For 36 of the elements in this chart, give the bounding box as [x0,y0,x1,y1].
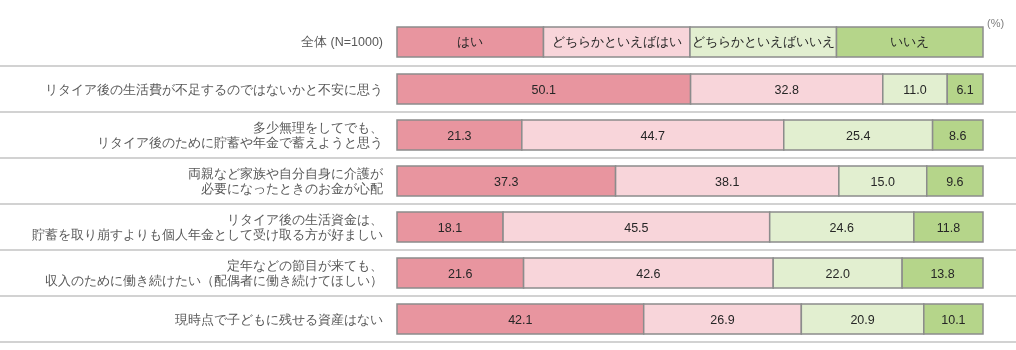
y-tick-label: 現時点で子どもに残せる資産はない [175,311,383,327]
data-label: 21.3 [447,128,472,143]
data-label: 38.1 [715,174,740,189]
data-label: 10.1 [941,312,966,327]
legend-title: 全体 (N=1000) [301,35,383,49]
data-label: 11.0 [903,82,927,97]
text: どちらかといえばいいえ [691,35,835,49]
data-label: 37.3 [494,174,519,189]
data-label: 8.6 [949,128,967,143]
data-label: 32.8 [774,82,799,97]
y-tick-label: リタイア後の生活費が不足するのではないかと不安に思う [45,81,383,97]
data-label: 42.6 [636,266,661,281]
text: (%) [987,17,1005,29]
data-label: 50.1 [531,82,556,97]
data-label: 45.5 [624,220,649,235]
series-label: はい [457,35,484,49]
text: どちらかといえばはい [551,35,682,49]
data-label: 13.8 [930,266,955,281]
data-label: 25.4 [846,128,871,143]
data-label: 26.9 [710,312,735,327]
y-tick-label: 両親など家族や自分自身に介護が必要になったときのお金が心配 [188,166,384,196]
data-label: 21.6 [448,266,473,281]
y-tick-label: リタイア後の生活資金は、貯蓄を取り崩すよりも個人年金として受け取る方が好ましい [32,213,383,242]
data-label: 22.0 [825,266,850,281]
y-tick-label: 定年などの節目が来ても、収入のために働き続けたい（配偶者に働き続けてほしい） [45,259,383,288]
data-label: 6.1 [956,82,974,97]
data-label: 44.7 [640,128,665,143]
data-label: 15.0 [870,174,895,189]
data-label: 20.9 [850,312,875,327]
data-label: 42.1 [508,312,533,327]
text: いいえ [890,35,930,49]
data-label: 24.6 [829,220,854,235]
data-label: 11.8 [936,220,961,235]
y-tick-label: 多少無理をしてでも、リタイア後のために貯蓄や年金で蓄えようと思う [97,121,383,150]
data-label: 9.6 [946,174,964,189]
data-label: 18.1 [437,220,463,235]
